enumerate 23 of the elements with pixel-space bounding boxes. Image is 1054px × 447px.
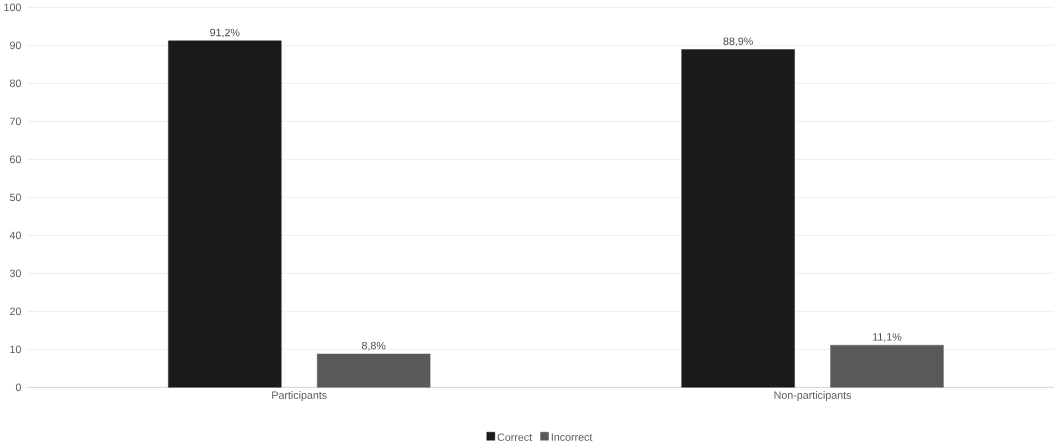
x-tick-label: Non-participants xyxy=(774,391,852,402)
bar xyxy=(317,353,431,388)
data-label: 88,9% xyxy=(723,37,753,47)
bar xyxy=(681,49,795,388)
y-tick-label: 10 xyxy=(10,345,21,354)
y-tick-label: 80 xyxy=(9,79,21,88)
data-label: 11,1% xyxy=(873,333,902,343)
bar xyxy=(830,345,944,388)
bar xyxy=(168,40,282,388)
y-tick-label: 90 xyxy=(10,41,21,50)
y-tick-label: 30 xyxy=(9,269,21,278)
y-tick-label: 40 xyxy=(9,231,21,240)
legend-label: Incorrect xyxy=(551,433,593,442)
y-tick-label: 60 xyxy=(10,155,21,164)
y-tick-label: 100 xyxy=(4,3,21,12)
y-tick-label: 50 xyxy=(9,193,21,202)
data-label: 91,2% xyxy=(210,28,240,38)
y-tick-label: 20 xyxy=(10,307,21,316)
y-tick-label: 0 xyxy=(15,383,21,392)
y-tick-label: 70 xyxy=(10,117,21,126)
x-tick-label: Participants xyxy=(272,391,327,402)
legend-label: Correct xyxy=(497,433,533,442)
data-label: 8,8% xyxy=(361,342,386,351)
